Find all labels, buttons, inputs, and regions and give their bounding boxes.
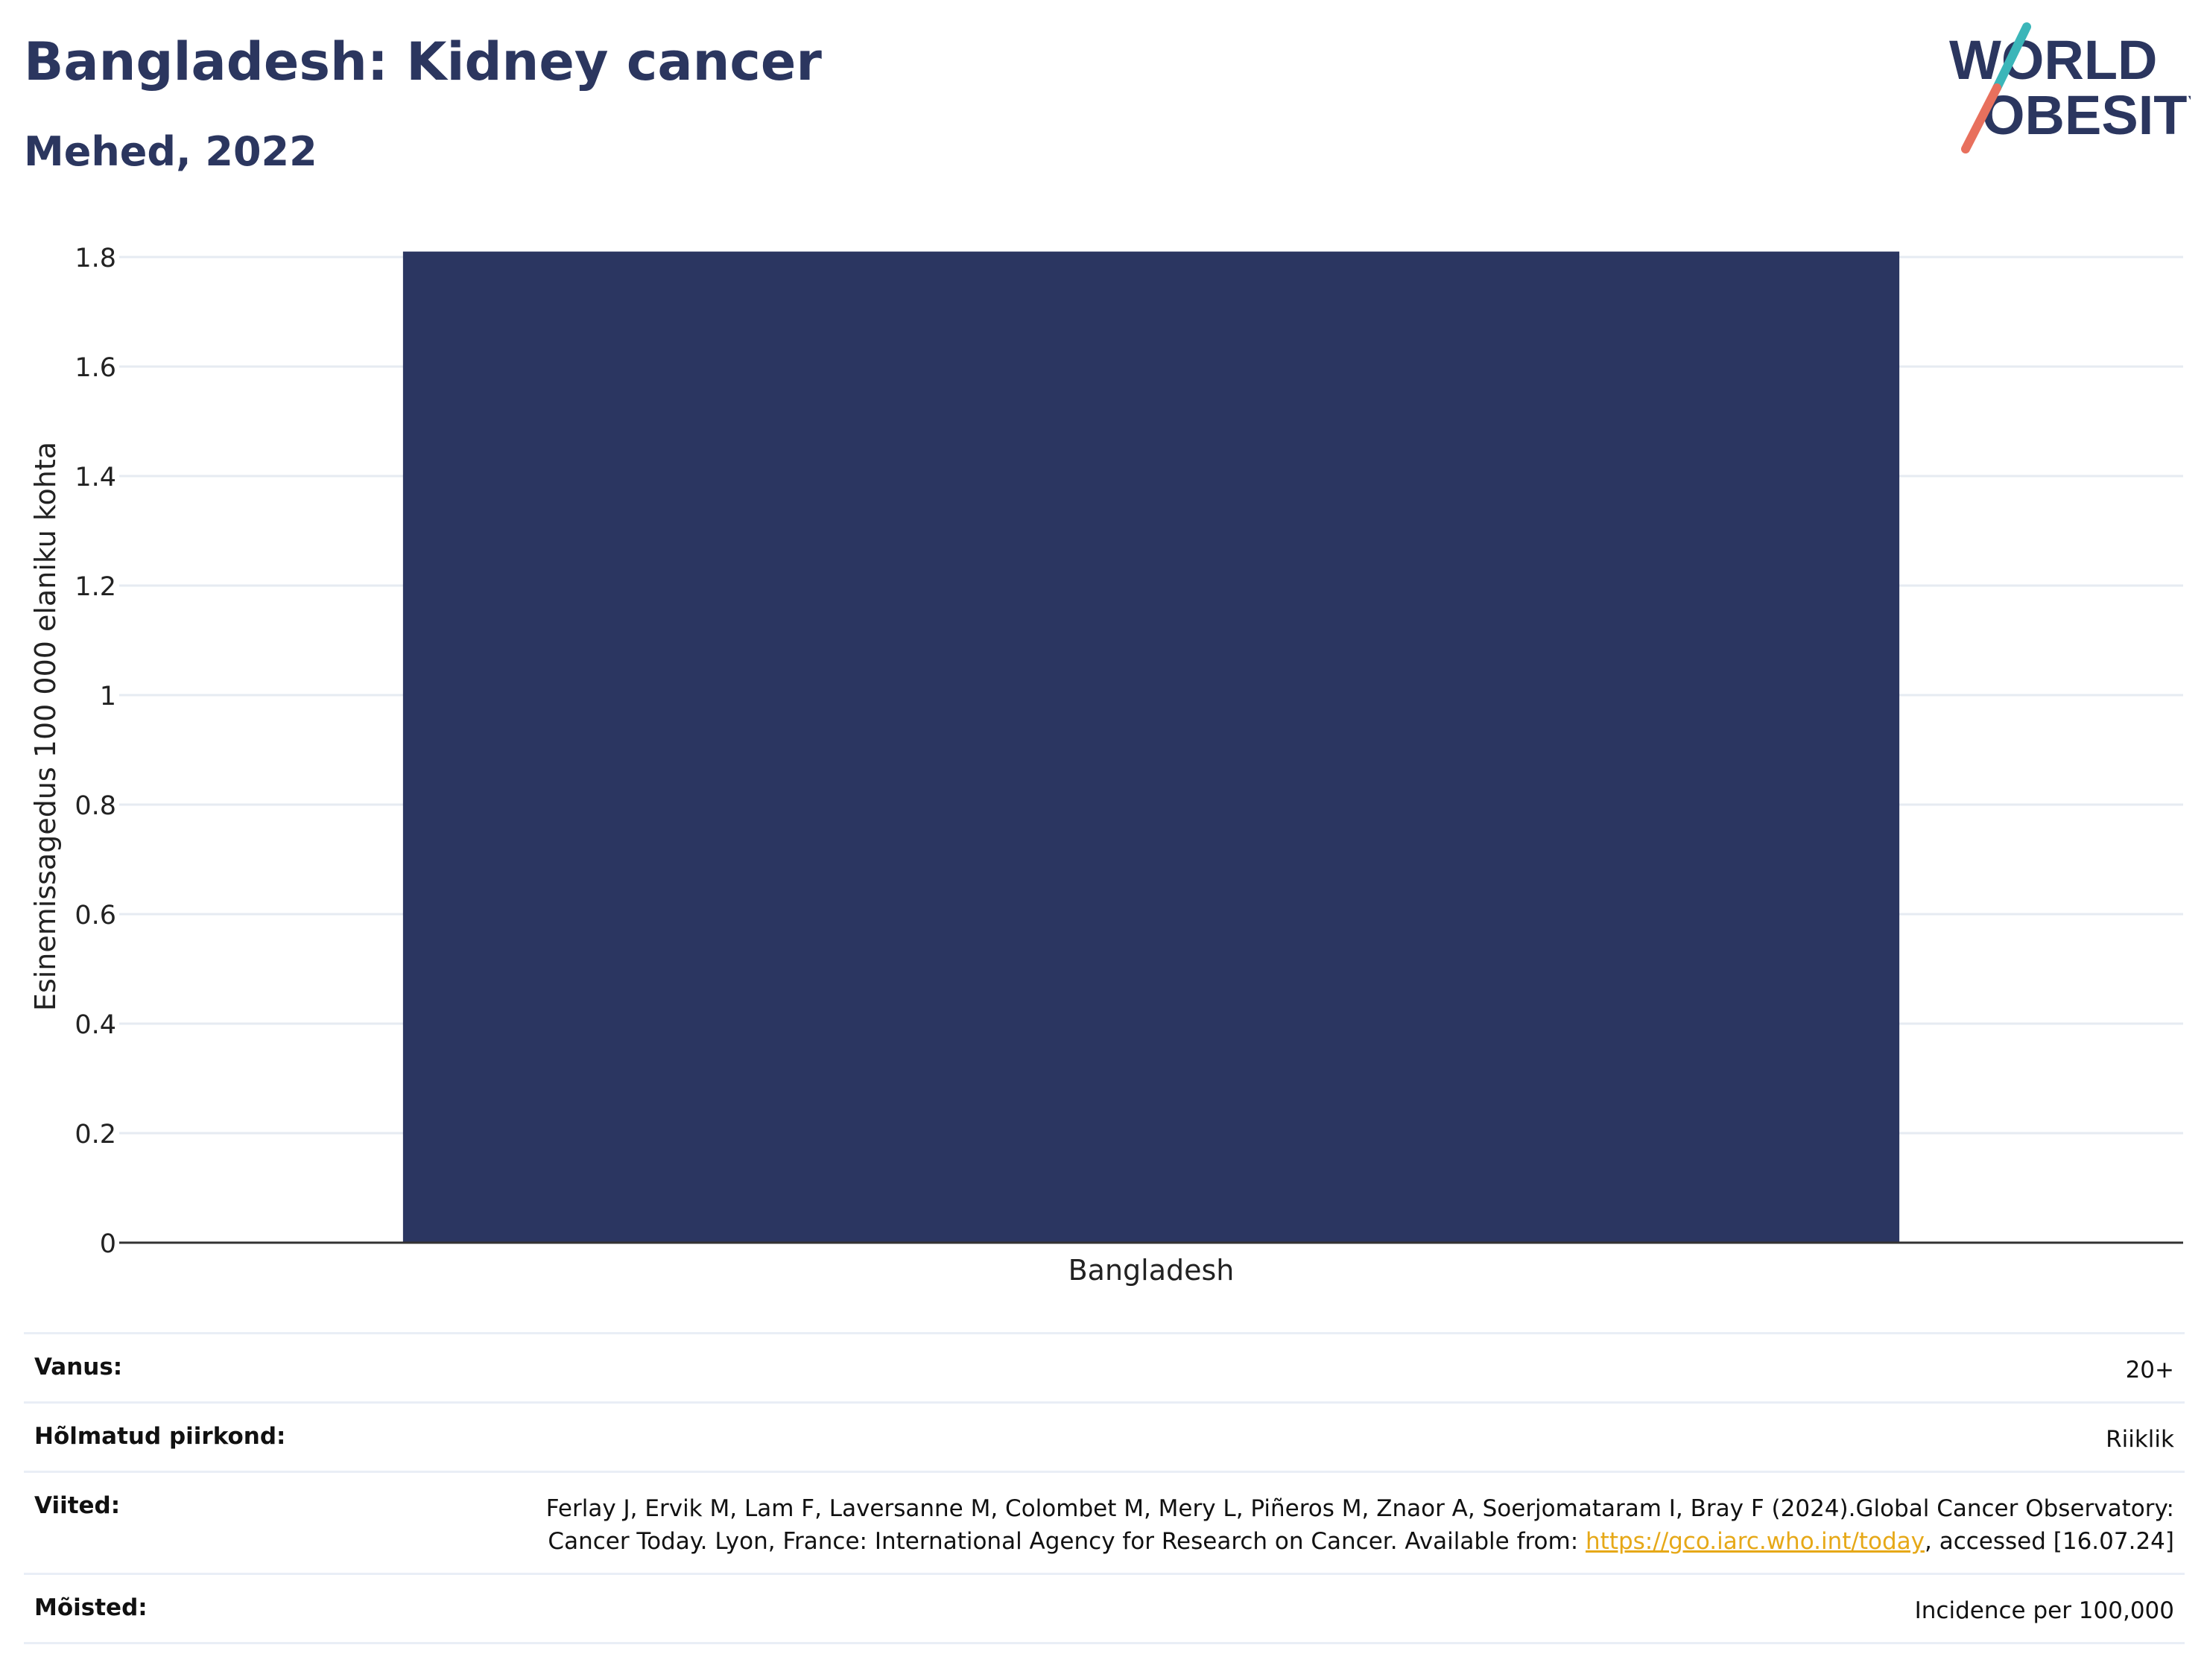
chart-title: Bangladesh: Kidney cancer — [24, 31, 822, 92]
references-accessed: , accessed [16.07.24] — [1924, 1528, 2174, 1555]
y-tick-label: 0.8 — [75, 791, 116, 821]
definitions-row: Mõisted: Incidence per 100,000 — [24, 1573, 2185, 1644]
logo-line-1: WORLD — [1949, 29, 2158, 91]
chart-subtitle: Mehed, 2022 — [24, 128, 317, 175]
region-label: Hõlmatud piirkond: — [34, 1423, 286, 1450]
x-tick-label: Bangladesh — [1068, 1254, 1235, 1287]
references-label: Viited: — [34, 1492, 121, 1519]
bar-chart: 0 0.2 0.4 0.6 0.8 1 1.2 1.4 1.6 1.8 Bangladesh Esi… — [29, 244, 2183, 1287]
definitions-value: Incidence per 100,000 — [1914, 1597, 2174, 1624]
y-tick-label: 0.6 — [75, 901, 116, 931]
bar — [402, 251, 1900, 1243]
y-tick-label: 0.2 — [75, 1120, 116, 1150]
world-obesity-logo: WORLD OBESITY — [1949, 22, 2191, 153]
y-tick-label: 1 — [100, 682, 116, 711]
region-row: Hõlmatud piirkond: Riiklik — [24, 1401, 2185, 1471]
axes: 0 0.2 0.4 0.6 0.8 1 1.2 1.4 1.6 1.8 Bangladesh — [75, 244, 2183, 1287]
logo-slash-teal — [1992, 22, 2031, 92]
references-row: Viited: Ferlay J, Ervik M, Lam F, Lavers… — [24, 1471, 2185, 1573]
age-row: Vanus: 20+ — [24, 1332, 2185, 1401]
y-tick-label: 0.4 — [75, 1010, 116, 1040]
references-value: Ferlay J, Ervik M, Lam F, Laversanne M, … — [520, 1492, 2174, 1558]
y-tick-label: 1.8 — [75, 244, 116, 273]
bars — [402, 251, 1900, 1243]
y-tick-label: 0 — [100, 1229, 116, 1259]
references-link[interactable]: https://gco.iarc.who.int/today — [1586, 1528, 1925, 1555]
info-table: Vanus: 20+ Hõlmatud piirkond: Riiklik Vi… — [24, 1332, 2185, 1644]
age-label: Vanus: — [34, 1354, 123, 1381]
references-text: Ferlay J, Ervik M, Lam F, Laversanne M, … — [545, 1495, 2174, 1555]
age-value: 20+ — [2125, 1357, 2174, 1383]
y-tick-label: 1.4 — [75, 463, 116, 492]
logo-line-2: OBESITY — [1982, 84, 2191, 146]
y-tick-label: 1.6 — [75, 353, 116, 383]
y-tick-label: 1.2 — [75, 572, 116, 602]
logo-slash-coral — [1961, 83, 2001, 153]
definitions-label: Mõisted: — [34, 1594, 148, 1621]
region-value: Riiklik — [2106, 1426, 2174, 1453]
y-axis-label: Esinemissagedus 100 000 elaniku kohta — [29, 442, 62, 1011]
